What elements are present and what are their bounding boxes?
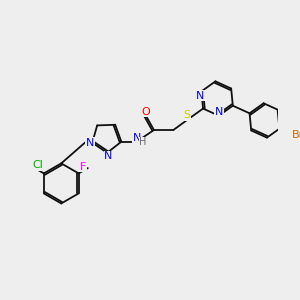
Text: N: N bbox=[133, 134, 141, 143]
Text: H: H bbox=[139, 137, 146, 147]
Text: Cl: Cl bbox=[32, 160, 43, 170]
Text: N: N bbox=[214, 106, 223, 116]
Text: N: N bbox=[104, 151, 113, 161]
Text: F: F bbox=[80, 162, 86, 172]
Text: O: O bbox=[142, 107, 151, 117]
Text: Br: Br bbox=[292, 130, 300, 140]
Text: S: S bbox=[183, 110, 190, 120]
Text: N: N bbox=[196, 91, 204, 100]
Text: N: N bbox=[86, 138, 94, 148]
